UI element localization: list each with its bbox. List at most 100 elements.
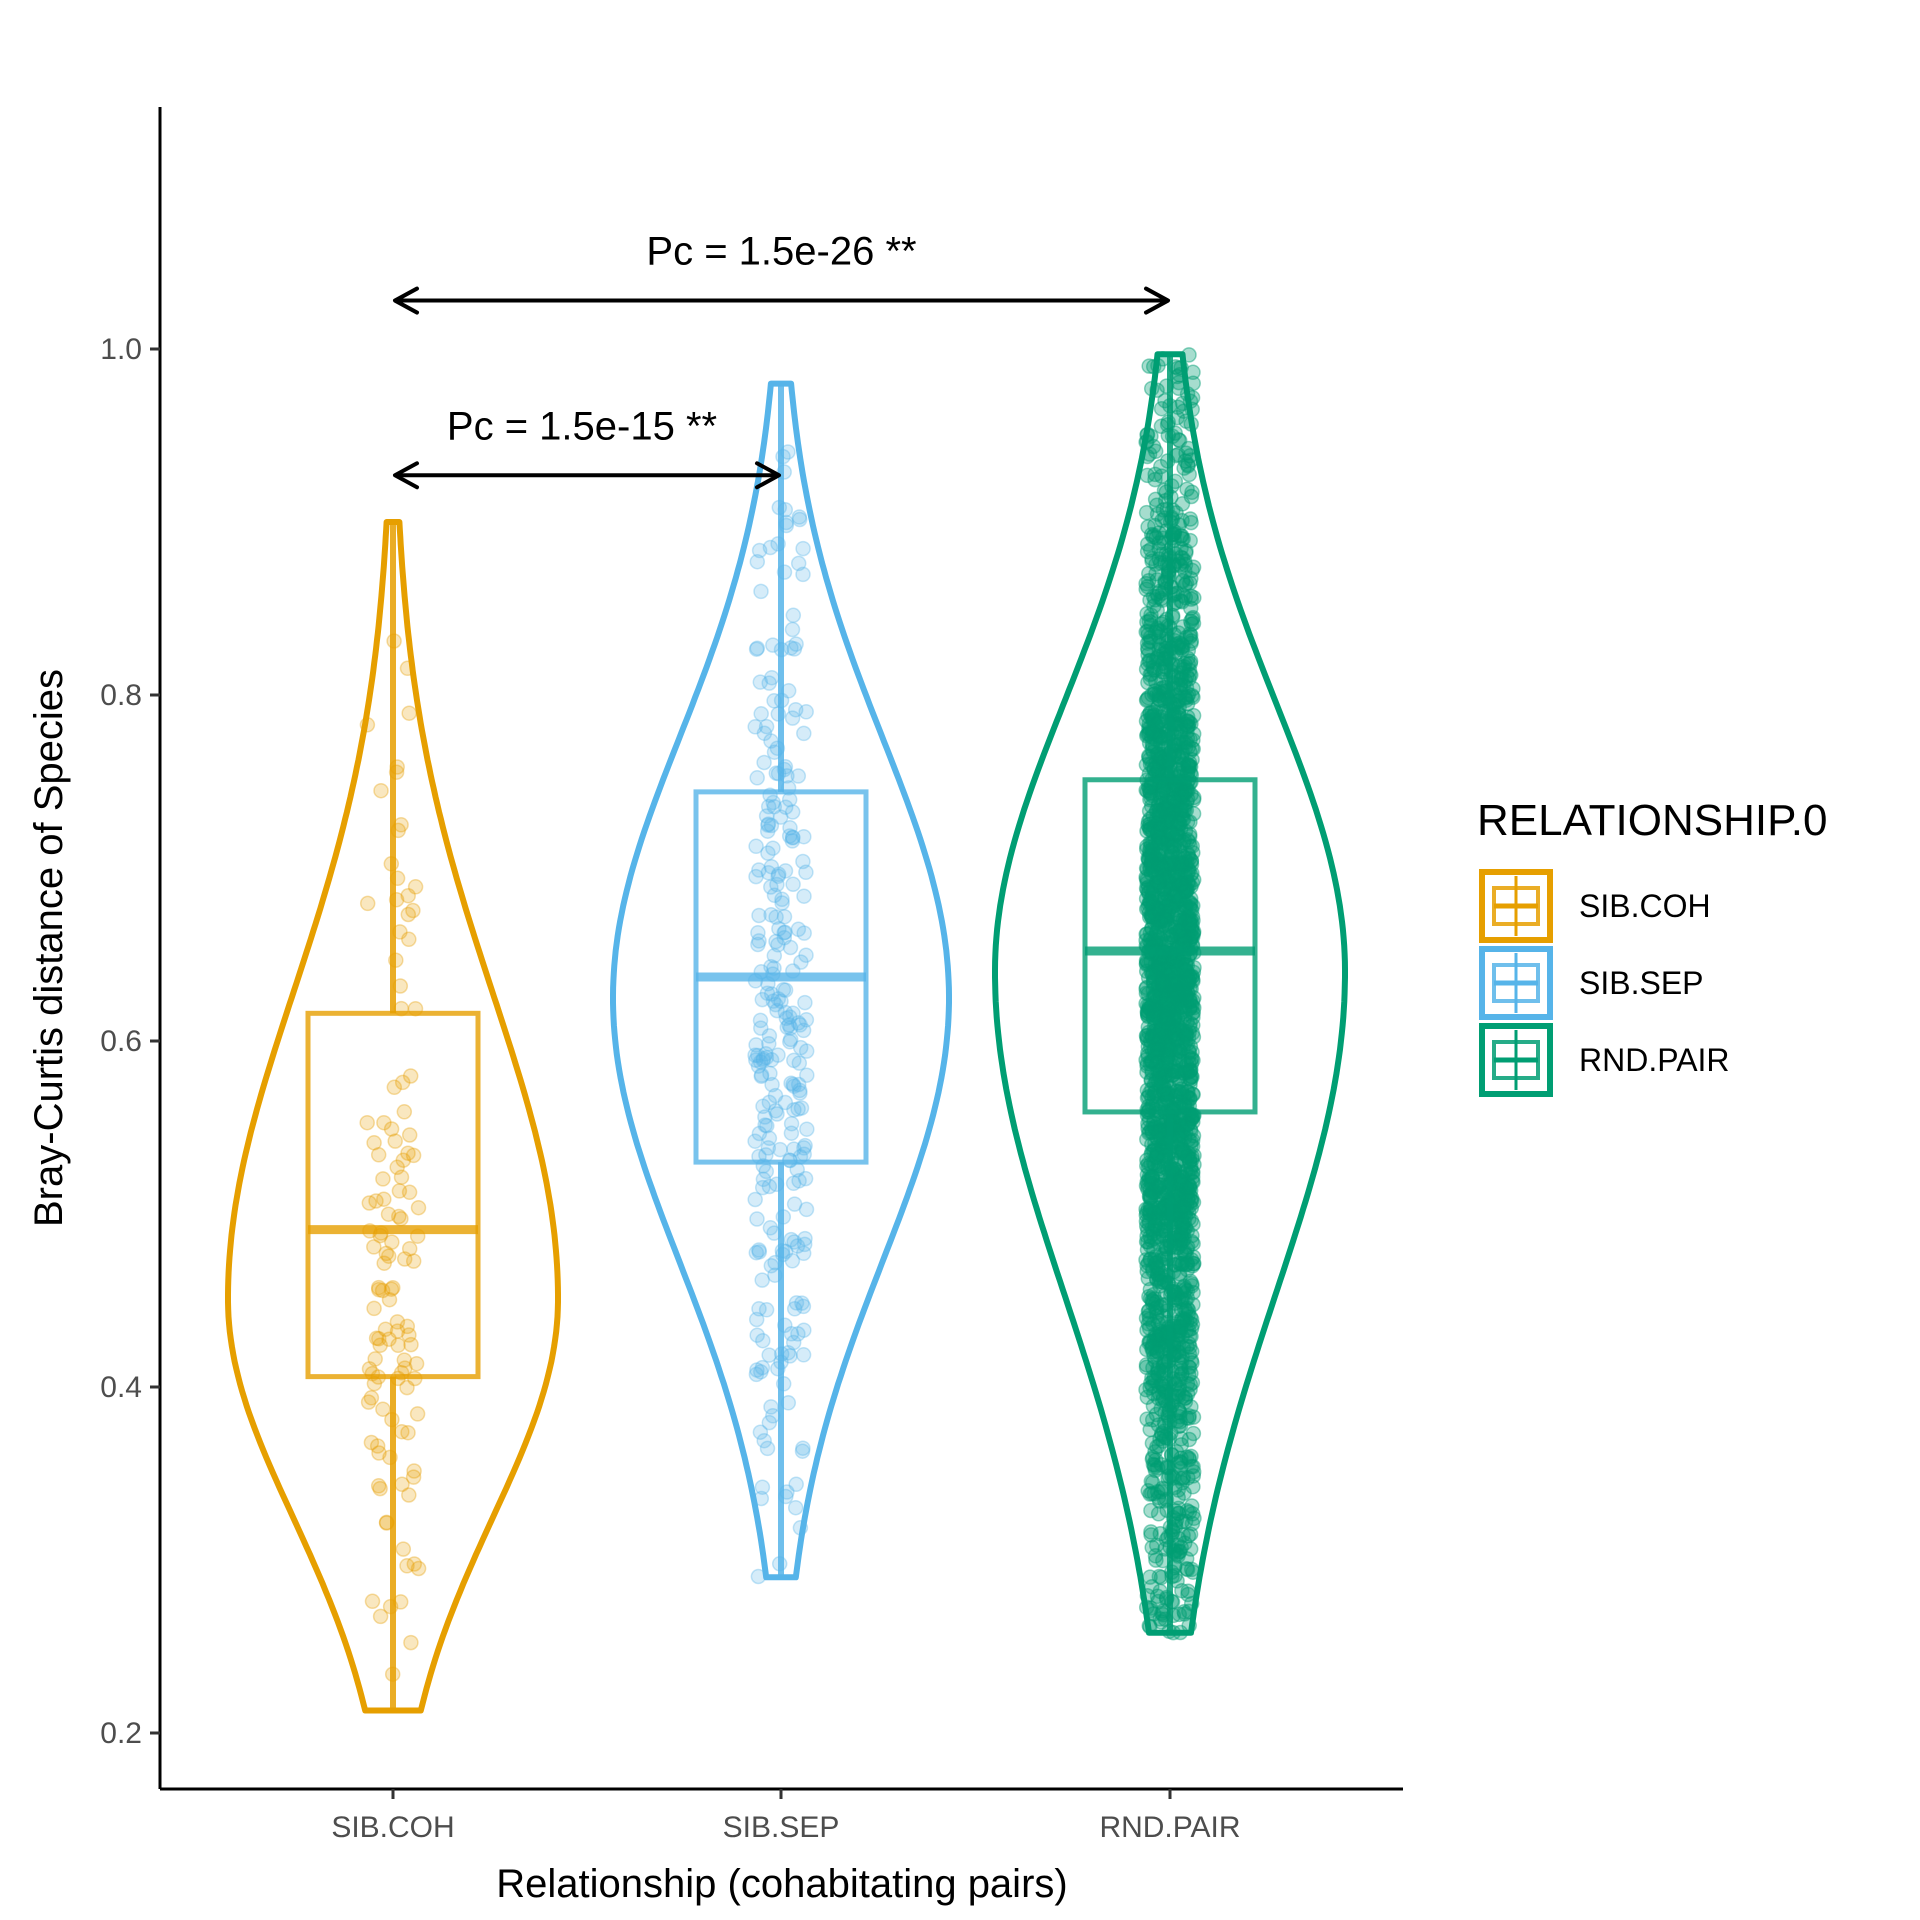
data-point [1152, 963, 1168, 979]
data-point [760, 864, 777, 881]
data-point [1143, 964, 1160, 981]
data-point [786, 1141, 802, 1157]
data-point [1174, 572, 1191, 589]
data-point [1181, 1431, 1198, 1448]
data-point [1172, 1322, 1189, 1338]
data-point [776, 925, 792, 941]
data-point [1148, 529, 1164, 546]
data-point [1185, 726, 1202, 742]
data-point [384, 1234, 400, 1250]
data-point [1179, 984, 1195, 1000]
data-point [1181, 1091, 1198, 1107]
data-point [383, 1281, 400, 1297]
data-point [1150, 1063, 1166, 1080]
data-point [1147, 956, 1164, 972]
data-point [755, 1052, 771, 1069]
data-point [767, 996, 784, 1013]
data-point [1171, 1347, 1187, 1364]
data-point [370, 1147, 387, 1163]
data-point [1163, 928, 1179, 945]
data-point [786, 1102, 802, 1118]
data-point [1148, 723, 1165, 740]
data-point [770, 866, 787, 883]
data-point [1181, 877, 1197, 893]
data-point [784, 710, 801, 726]
data-point [1165, 803, 1181, 820]
data-point [1149, 1272, 1165, 1288]
data-point [772, 1141, 788, 1158]
data-point [363, 1390, 380, 1406]
data-point [1172, 1363, 1188, 1379]
data-point [1152, 816, 1168, 832]
data-point [391, 1208, 407, 1225]
data-point [1144, 1539, 1160, 1556]
data-point [1185, 1086, 1201, 1103]
data-point [763, 817, 780, 834]
data-point [1159, 813, 1175, 829]
data-point [1184, 1025, 1201, 1041]
data-point [1171, 828, 1187, 845]
data-point [1172, 1232, 1189, 1249]
data-point [1150, 1315, 1167, 1331]
data-point [1147, 1135, 1163, 1152]
data-point [1141, 1204, 1158, 1221]
data-point [1140, 1048, 1156, 1064]
data-point [1172, 1220, 1189, 1236]
data-point [797, 1137, 813, 1154]
data-point [783, 1075, 799, 1091]
data-point [785, 1005, 801, 1022]
data-point [1155, 859, 1171, 876]
data-point [1156, 1033, 1172, 1050]
data-point [791, 511, 808, 528]
data-point [1163, 957, 1179, 973]
data-point [781, 828, 798, 844]
data-point [772, 809, 789, 825]
data-point [750, 925, 766, 941]
data-point [753, 583, 769, 600]
data-point [1176, 1485, 1192, 1501]
data-point [1140, 879, 1157, 895]
data-point [790, 1101, 806, 1117]
data-point [1141, 819, 1158, 835]
data-point [1171, 984, 1188, 1001]
data-point [1170, 1000, 1187, 1016]
data-point [761, 1028, 778, 1044]
data-point [1182, 1153, 1198, 1170]
data-point [1144, 723, 1161, 739]
data-point [796, 1236, 813, 1253]
legend-items: SIB.COH SIB.SEP RND.PAIR [1479, 869, 1730, 1097]
data-point [1143, 1524, 1159, 1540]
data-point [1150, 959, 1166, 976]
data-point [798, 1012, 815, 1028]
data-point [1143, 611, 1159, 627]
data-point [791, 1173, 807, 1189]
data-point [1138, 901, 1155, 917]
data-point [768, 933, 784, 950]
data-point [751, 1244, 768, 1260]
data-point [1171, 987, 1187, 1004]
data-point [1150, 977, 1167, 993]
data-point [401, 705, 417, 721]
data-point [1144, 1412, 1161, 1428]
data-point [1169, 857, 1186, 874]
data-point [1145, 1222, 1162, 1239]
data-point [767, 1102, 784, 1119]
data-point [1144, 1144, 1160, 1160]
data-point [381, 1331, 397, 1347]
data-point [1183, 1133, 1199, 1150]
data-point [763, 1052, 780, 1068]
data-point [1158, 833, 1175, 849]
data-point [1150, 890, 1167, 906]
data-point [1184, 1515, 1201, 1532]
data-point [1177, 912, 1194, 929]
data-point [1169, 793, 1186, 809]
data-point [752, 1424, 769, 1440]
data-point [394, 1423, 410, 1440]
data-point [1156, 926, 1172, 943]
data-point [1172, 1236, 1189, 1252]
data-point [1148, 1270, 1165, 1287]
data-point [1177, 1023, 1194, 1039]
data-point [1177, 969, 1194, 986]
data-point [1176, 785, 1193, 802]
